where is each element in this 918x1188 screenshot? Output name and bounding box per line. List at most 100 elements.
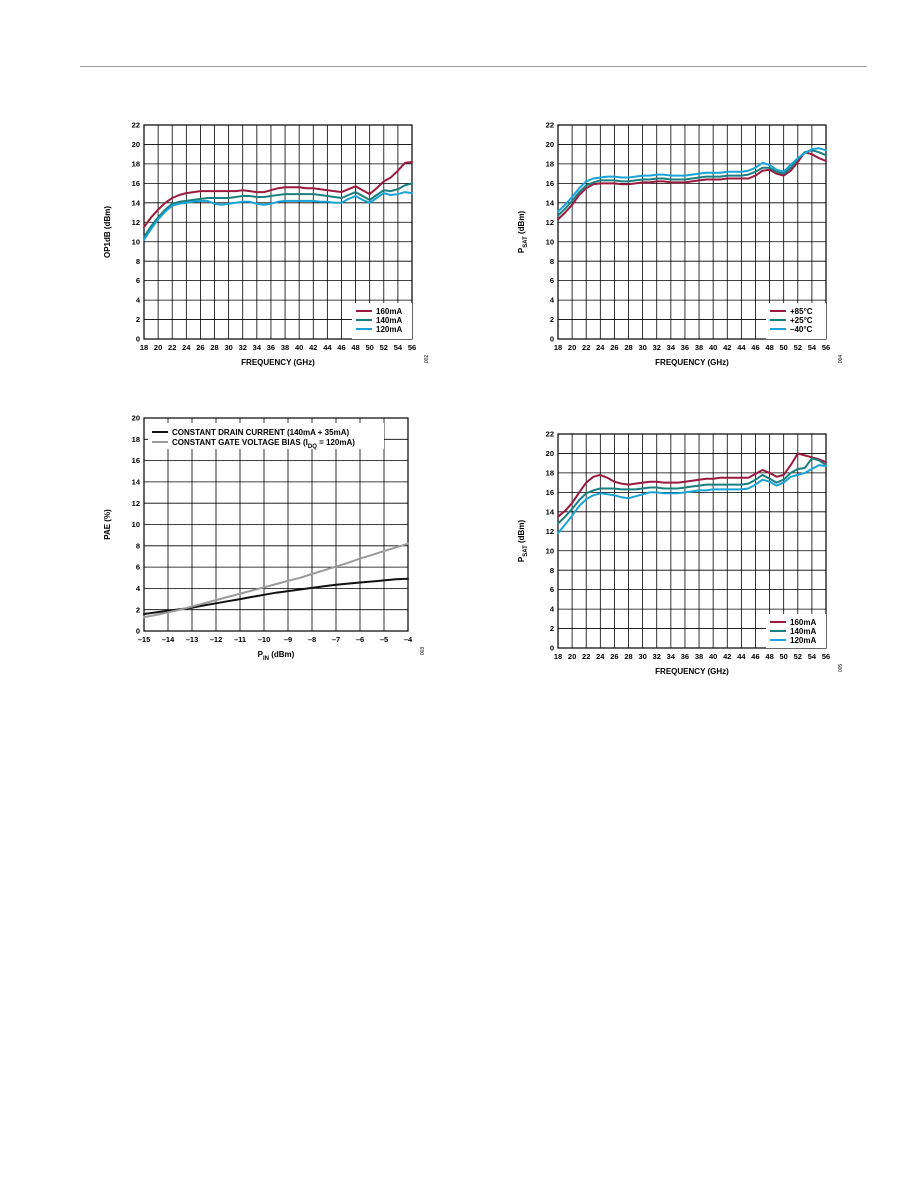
series-line-2: [557, 147, 827, 213]
y-tick-label: 4: [550, 605, 555, 614]
x-tick-label: 32: [239, 343, 247, 352]
x-tick-label: 50: [780, 343, 788, 352]
x-tick-label: 30: [224, 343, 232, 352]
x-tick-label: 48: [351, 343, 359, 352]
legend: CONSTANT DRAIN CURRENT (140mA + 35mA)CON…: [148, 423, 384, 450]
y-tick-label: 0: [550, 335, 554, 344]
legend-label: 120mA: [376, 325, 402, 334]
y-tick-label: 8: [550, 566, 554, 575]
series-line-0: [143, 161, 413, 229]
y-tick-label: 0: [136, 627, 140, 636]
x-tick-label: 20: [568, 343, 576, 352]
x-tick-label: 46: [337, 343, 345, 352]
x-tick-label: 40: [295, 343, 303, 352]
plot-frame: [143, 124, 413, 340]
legend-label: +85°C: [790, 307, 813, 316]
y-tick-label: 20: [546, 449, 554, 458]
y-tick-label: 10: [546, 237, 554, 246]
x-tick-label: 38: [281, 343, 289, 352]
x-tick-label: 56: [408, 343, 416, 352]
legend-label: 160mA: [376, 307, 402, 316]
x-tick-label: 54: [394, 343, 403, 352]
x-tick-label: 54: [808, 652, 817, 661]
x-tick-label: 50: [366, 343, 374, 352]
y-tick-label: 0: [136, 335, 140, 344]
y-tick-label: 0: [550, 644, 554, 653]
y-tick-label: 4: [550, 296, 555, 305]
x-tick-label: 50: [780, 652, 788, 661]
x-tick-label: 34: [253, 343, 262, 352]
figure-code: 004: [838, 355, 844, 364]
x-tick-label: 44: [323, 343, 332, 352]
x-tick-label: 34: [667, 343, 676, 352]
y-tick-label: 12: [546, 527, 554, 536]
y-tick-label: 14: [546, 198, 555, 207]
x-tick-label: 26: [196, 343, 204, 352]
y-tick-label: 14: [132, 478, 141, 487]
legend-label: 140mA: [376, 316, 402, 325]
x-tick-label: 28: [624, 343, 632, 352]
y-tick-label: 10: [546, 546, 554, 555]
x-tick-label: –12: [210, 635, 223, 644]
y-axis-title: PSAT (dBm): [517, 211, 529, 254]
plot-area: [558, 434, 826, 648]
x-tick-label: –8: [308, 635, 316, 644]
y-tick-label: 20: [132, 414, 140, 423]
x-tick-label: 26: [610, 343, 618, 352]
plot-frame: [557, 124, 827, 340]
series-line-1: [557, 457, 827, 525]
y-tick-label: 22: [546, 430, 554, 439]
y-tick-label: 6: [550, 585, 554, 594]
y-tick-label: 2: [136, 315, 140, 324]
x-tick-label: 28: [210, 343, 218, 352]
y-tick-label: 4: [136, 584, 141, 593]
y-tick-label: 14: [546, 507, 555, 516]
y-tick-label: 16: [132, 179, 140, 188]
x-tick-label: –15: [138, 635, 151, 644]
y-tick-label: 8: [136, 257, 140, 266]
x-tick-label: 42: [309, 343, 317, 352]
legend-label: CONSTANT GATE VOLTAGE BIAS (IDQ = 120mA): [172, 438, 355, 450]
x-axis-title: FREQUENCY (GHz): [655, 667, 729, 676]
y-tick-label: 16: [546, 179, 554, 188]
y-tick-label: 18: [546, 160, 554, 169]
series-line-2: [143, 191, 413, 241]
pae-chart: –15 –14 –13 –12 –11 –10 –9 –8 –7 –6 –5 –4 0 2 4 6 8 10 12 1…: [96, 408, 436, 675]
x-tick-label: 28: [624, 652, 632, 661]
x-tick-label: 24: [596, 343, 605, 352]
x-tick-label: 18: [140, 343, 148, 352]
x-tick-label: –4: [404, 635, 413, 644]
x-tick-label: –6: [356, 635, 364, 644]
x-tick-label: 56: [822, 343, 830, 352]
x-tick-label: 20: [154, 343, 162, 352]
x-tick-label: 20: [568, 652, 576, 661]
y-tick-label: 18: [546, 469, 554, 478]
y-tick-label: 18: [132, 160, 140, 169]
series-line-1: [557, 149, 827, 217]
x-tick-label: 26: [610, 652, 618, 661]
y-tick-label: 14: [132, 198, 141, 207]
x-tick-label: 42: [723, 652, 731, 661]
figure-code: 005: [838, 664, 844, 673]
y-tick-label: 20: [132, 140, 140, 149]
y-axis-title: PAE (%): [103, 509, 112, 540]
x-tick-label: 40: [709, 343, 717, 352]
y-tick-label: 12: [546, 218, 554, 227]
x-tick-label: 56: [822, 652, 830, 661]
x-tick-label: 22: [168, 343, 176, 352]
header-rule: [80, 66, 867, 67]
legend-label: 120mA: [790, 636, 816, 645]
x-tick-label: 46: [751, 343, 759, 352]
series-line-0: [557, 452, 827, 518]
x-tick-label: –9: [284, 635, 292, 644]
legend-background: [148, 423, 384, 449]
legend-label: CONSTANT DRAIN CURRENT (140mA + 35mA): [172, 428, 349, 437]
y-tick-label: 16: [546, 488, 554, 497]
legend-label: –40°C: [790, 325, 813, 334]
figure-code: 002: [424, 355, 430, 364]
y-tick-label: 12: [132, 499, 140, 508]
x-tick-label: 52: [794, 343, 802, 352]
y-axis-title: OP1dB (dBm): [103, 206, 112, 258]
x-axis-title: PIN (dBm): [258, 650, 295, 662]
